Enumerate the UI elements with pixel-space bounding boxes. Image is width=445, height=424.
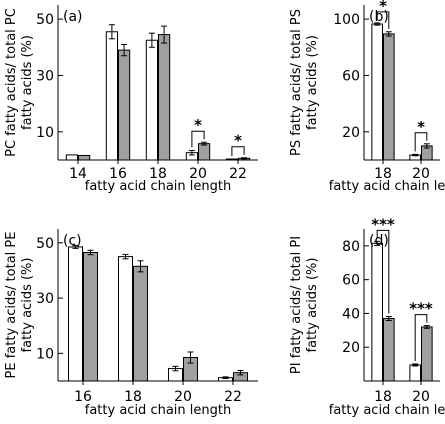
- bar-open: [371, 23, 383, 161]
- y-axis-title: PS fatty acids/ total PS: [289, 9, 304, 156]
- y-tick-label: 10: [36, 346, 54, 362]
- bar-open: [65, 154, 79, 161]
- bar-gray: [158, 34, 171, 161]
- significance-label: ***: [371, 215, 395, 233]
- bar-gray: [383, 318, 395, 382]
- bar-gray: [133, 265, 148, 382]
- x-axis-title: fatty acid chain length: [329, 403, 445, 418]
- bar-open: [145, 39, 159, 161]
- y-tick-label: 40: [342, 306, 360, 322]
- y-axis-title: fatty acids (%): [20, 35, 35, 130]
- y-tick-label: 60: [342, 68, 360, 84]
- x-axis-title: fatty acid chain length: [85, 179, 231, 194]
- significance-bracket: [414, 132, 428, 152]
- bar-open: [409, 364, 421, 382]
- y-tick-label: 20: [342, 125, 360, 141]
- bar-open: [118, 256, 133, 382]
- y-axis-title: fatty acids (%): [20, 258, 35, 353]
- x-tick-label: 20: [412, 389, 430, 405]
- panel-label: (d): [369, 233, 389, 249]
- x-tick-label: 14: [69, 166, 87, 182]
- panel-a: 10 30 50 14 16 18 20 22 * * (a) fatty acid chain le…: [4, 5, 258, 194]
- y-tick-label: 10: [36, 125, 54, 141]
- bar-open: [225, 158, 239, 161]
- bar-gray: [83, 251, 98, 382]
- y-tick-label: 50: [36, 236, 54, 252]
- bar-gray: [198, 143, 211, 161]
- significance-label: *: [379, 0, 387, 15]
- panel-label: (a): [63, 9, 83, 25]
- y-axis-title: fatty acids (%): [305, 258, 320, 353]
- bar-open: [68, 246, 83, 382]
- x-axis-title: fatty acid chain length: [329, 179, 445, 194]
- y-tick-label: 100: [333, 12, 360, 28]
- significance-bracket: [231, 146, 245, 157]
- x-tick-label: 18: [374, 389, 392, 405]
- significance-bracket: [376, 11, 390, 29]
- panel-c: 10 30 50 16 18 20 22 (c) fatty acid chain length…: [4, 229, 258, 418]
- significance-label: *: [234, 132, 242, 150]
- x-tick-label: 18: [149, 166, 167, 182]
- x-axis-title: fatty acid chain length: [85, 403, 231, 418]
- panel-label: (b): [369, 9, 389, 25]
- significance-label: ***: [409, 300, 433, 318]
- significance-bracket: [376, 229, 390, 314]
- x-tick-label: 20: [189, 166, 207, 182]
- x-tick-label: 22: [224, 389, 242, 405]
- significance-label: *: [194, 116, 202, 134]
- y-axis-title: fatty acids (%): [305, 35, 320, 130]
- y-tick-label: 50: [36, 12, 54, 28]
- x-tick-label: 20: [174, 389, 192, 405]
- panel-label: (c): [63, 233, 82, 249]
- significance-label: *: [417, 118, 425, 136]
- y-axis-title: PI fatty acids/ total PI: [289, 236, 304, 374]
- x-tick-label: 16: [74, 389, 92, 405]
- bar-gray: [78, 154, 91, 161]
- y-tick-label: 60: [342, 273, 360, 289]
- x-tick-label: 20: [412, 166, 430, 182]
- bar-gray: [383, 33, 395, 161]
- x-tick-label: 18: [124, 389, 142, 405]
- y-axis-title: PC fatty acids/ total PC: [4, 8, 19, 157]
- y-tick-label: 30: [36, 291, 54, 307]
- y-tick-label: 20: [342, 340, 360, 356]
- x-tick-label: 16: [109, 166, 127, 182]
- bar-open: [105, 31, 119, 161]
- bar-open: [371, 242, 383, 382]
- y-tick-label: 80: [342, 239, 360, 255]
- x-tick-label: 18: [374, 166, 392, 182]
- bar-gray: [118, 49, 131, 161]
- bar-gray: [421, 326, 433, 382]
- y-tick-label: 30: [36, 68, 54, 84]
- y-axis-title: PE fatty acids/ total PE: [4, 232, 19, 379]
- significance-bracket: [414, 314, 428, 361]
- significance-bracket: [191, 130, 205, 148]
- x-tick-label: 22: [229, 166, 247, 182]
